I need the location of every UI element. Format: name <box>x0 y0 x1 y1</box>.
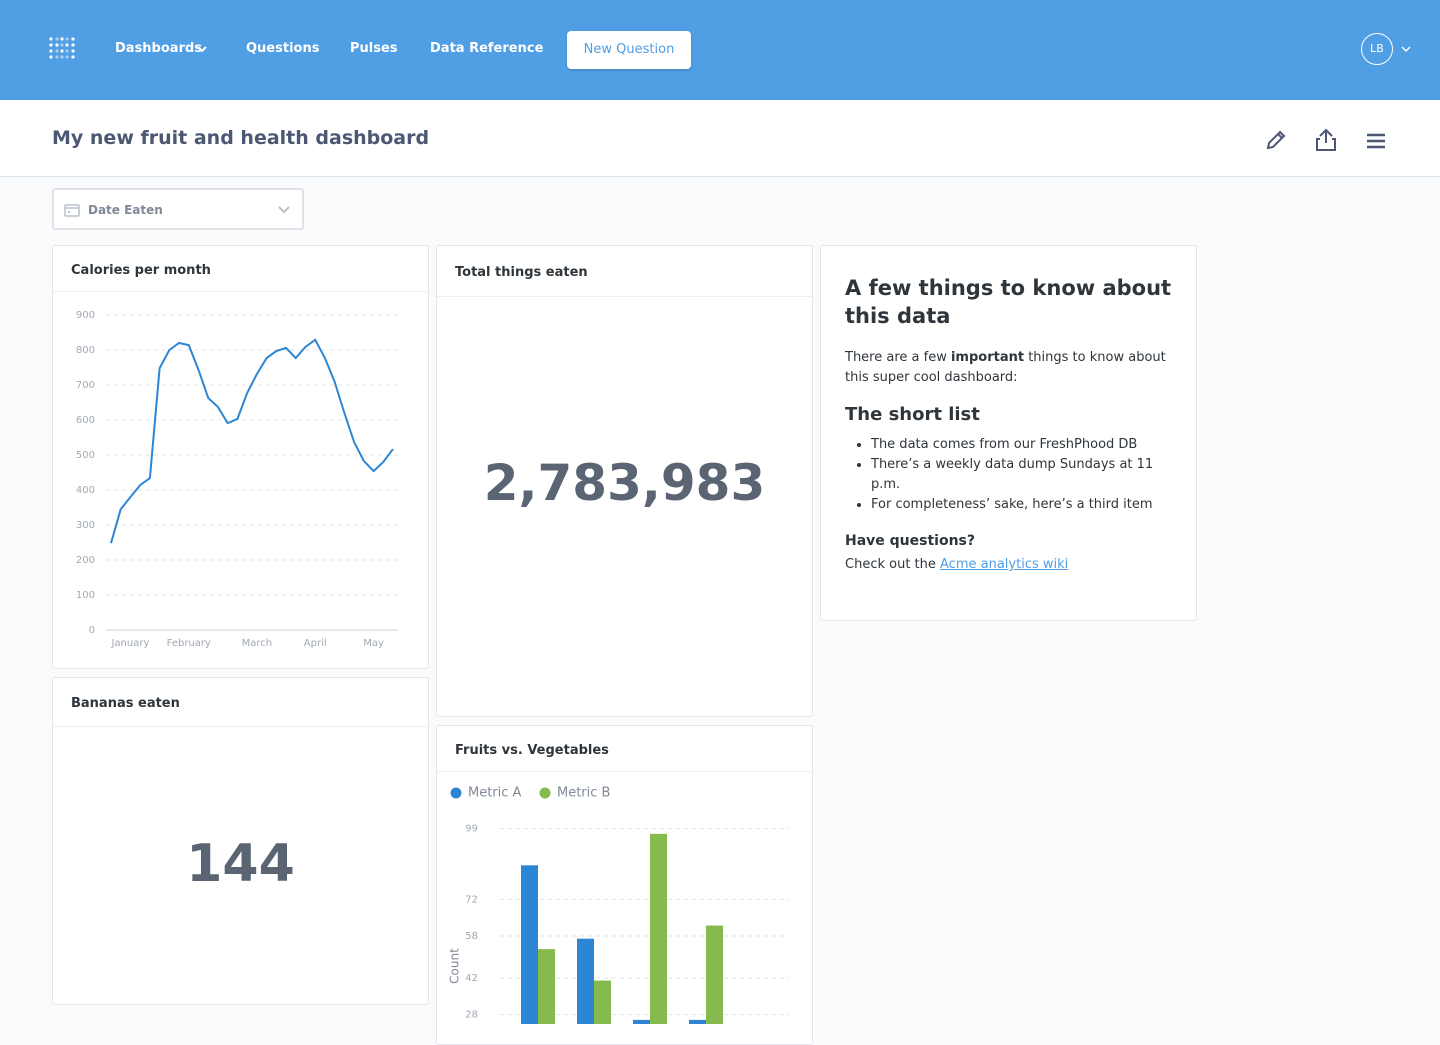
text-heading: A few things to know about this data <box>845 276 1172 328</box>
paragraph: Check out the Acme analytics wiki <box>845 555 1172 575</box>
nav-link[interactable]: Data Reference <box>430 41 544 56</box>
avatar[interactable]: LB <box>1361 33 1393 65</box>
list-item: For completeness’ sake, here’s a third i… <box>871 495 1172 515</box>
logo[interactable] <box>48 36 76 64</box>
card-title: Total things eaten <box>455 265 588 280</box>
chevron <box>278 206 290 214</box>
card: Total things eaten 2,783,983 <box>436 245 813 717</box>
card-title: Calories per month <box>71 263 211 278</box>
date-filter[interactable]: Date Eaten <box>52 188 304 230</box>
text-card: A few things to know about this data The… <box>820 245 1197 621</box>
new-question-button[interactable]: New Question <box>567 31 691 69</box>
scalar-value: 2,783,983 <box>483 454 766 512</box>
text: Check out the <box>845 557 941 572</box>
card-title: Bananas eaten <box>71 696 180 711</box>
scalar-value: 144 <box>186 834 295 894</box>
page: Dashboards Questions Pulses Data Referen… <box>0 0 1440 1024</box>
chevron <box>197 46 207 53</box>
divider <box>437 771 812 772</box>
nav-link[interactable]: Pulses <box>350 41 398 56</box>
nav-link[interactable]: Questions <box>246 41 320 56</box>
list-item: The data comes from our FreshPhood DB <box>871 435 1172 455</box>
text: things to know about this super cool das… <box>845 350 1166 385</box>
list-item: There’s a weekly data dump Sundays at 11… <box>871 455 1172 495</box>
wiki-link[interactable]: Acme analytics wiki <box>940 557 1069 572</box>
card: Calories per month <box>52 245 429 669</box>
paragraph: There are a few important things to know… <box>845 348 1172 388</box>
bold-text: important <box>950 350 1025 365</box>
chevron <box>1401 46 1411 53</box>
dashboard-title: My new fruit and health dashboard <box>52 127 430 149</box>
nav-link[interactable]: Dashboards <box>115 41 203 56</box>
calendar-icon <box>64 204 80 217</box>
subheading: The short list <box>845 404 980 425</box>
text: There are a few <box>845 350 951 365</box>
header-actions[interactable] <box>1262 126 1392 156</box>
card: Fruits vs. Vegetables <box>436 725 813 1045</box>
nav-bar: Dashboards Questions Pulses Data Referen… <box>0 0 1440 100</box>
card-title: Fruits vs. Vegetables <box>455 743 609 758</box>
divider <box>53 291 428 292</box>
divider <box>437 296 812 297</box>
card: Bananas eaten 144 <box>52 677 429 1005</box>
subheading: Have questions? <box>845 533 976 549</box>
divider <box>53 726 428 727</box>
list: The data comes from our FreshPhood DB Th… <box>845 435 1172 515</box>
filter-label: Date Eaten <box>88 203 163 217</box>
dashboard-header <box>0 100 1440 177</box>
